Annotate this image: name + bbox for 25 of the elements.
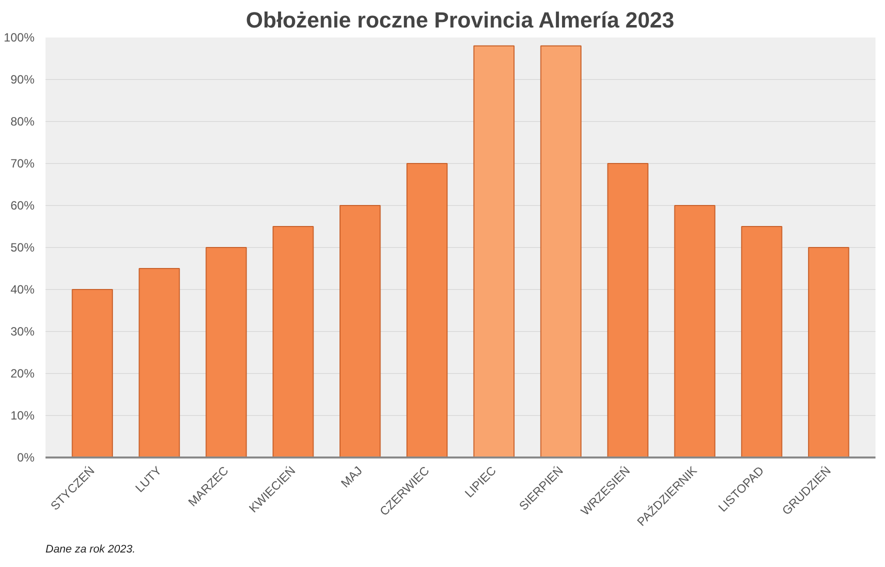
y-tick-label: 90% (10, 72, 35, 86)
y-tick-label: 50% (10, 240, 35, 254)
bar (72, 289, 113, 458)
bar (741, 226, 782, 458)
y-tick-label: 100% (4, 30, 35, 44)
bar (406, 163, 448, 458)
bar (272, 226, 314, 458)
bar (340, 205, 381, 458)
y-tick-label: 0% (17, 450, 35, 464)
bar (808, 247, 850, 458)
bar (607, 163, 648, 458)
bar (674, 205, 716, 458)
y-tick-label: 10% (10, 408, 35, 422)
text: Dane za rok 2023. (46, 544, 136, 556)
bar (473, 45, 515, 458)
bar (138, 268, 180, 458)
chart-title: Obłożenie roczne Provincia Almería 2023 (246, 8, 674, 32)
bar (206, 247, 247, 458)
bar (540, 45, 582, 458)
y-tick-label: 20% (10, 366, 35, 380)
y-tick-label: 30% (10, 324, 35, 338)
y-tick-label: 80% (10, 114, 35, 128)
y-tick-label: 70% (10, 156, 35, 170)
y-tick-label: 60% (10, 198, 35, 212)
y-tick-label: 40% (10, 282, 35, 296)
